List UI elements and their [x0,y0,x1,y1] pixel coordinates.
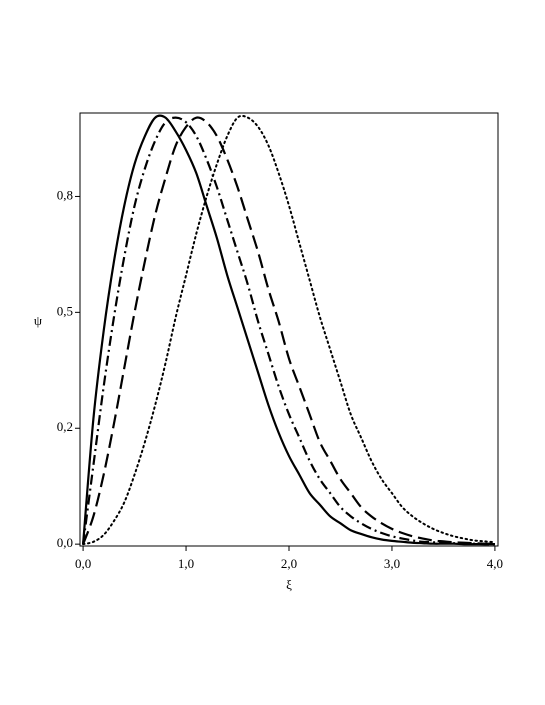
x-tick-label: 1,0 [178,556,194,571]
series-line [81,116,495,546]
series-line [82,116,495,545]
x-axis-label: ξ [286,577,292,592]
x-tick-label: 2,0 [281,556,297,571]
y-tick-label: 0,8 [57,187,73,202]
x-tick-label: 4,0 [487,556,503,571]
x-tick-label: 3,0 [384,556,400,571]
x-tick-label: 0,0 [75,556,91,571]
y-tick-label: 0,2 [57,419,73,434]
series-line [82,114,496,546]
plot-frame [79,112,499,547]
series-line [81,114,495,546]
y-axis-label: ψ [34,313,42,328]
y-tick-label: 0,0 [57,535,73,550]
y-tick-label: 0,5 [57,303,73,318]
